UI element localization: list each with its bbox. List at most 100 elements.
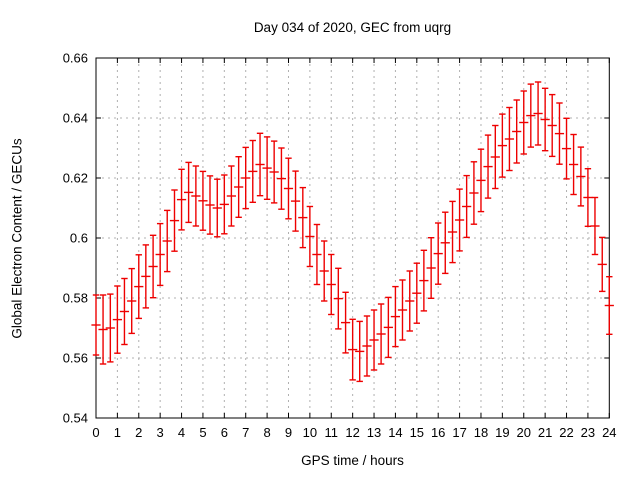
x-tick-label: 21: [538, 425, 552, 440]
error-bar: [476, 148, 486, 213]
error-bar: [590, 196, 600, 256]
error-bar: [255, 132, 265, 197]
error-bar: [333, 267, 343, 330]
error-bar: [561, 117, 572, 180]
x-axis-title: GPS time / hours: [301, 453, 404, 468]
error-bar: [162, 209, 172, 273]
plot-border: [95, 57, 610, 419]
error-bar: [519, 90, 529, 155]
chart-title: Day 034 of 2020, GEC from uqrg: [253, 20, 452, 35]
error-bar: [205, 175, 215, 235]
error-bar: [483, 134, 493, 199]
error-bar: [376, 303, 386, 365]
error-bar: [390, 285, 401, 348]
error-bar: [340, 291, 351, 354]
error-bar: [462, 174, 472, 239]
x-tick-label: 18: [474, 425, 488, 440]
error-bar: [497, 113, 507, 178]
error-bar: [105, 293, 115, 363]
error-bar: [426, 236, 436, 299]
x-tick-label: 19: [495, 425, 509, 440]
error-bar: [155, 222, 165, 287]
y-tick-label: 0.64: [63, 111, 88, 126]
x-tick-label: 2: [135, 425, 142, 440]
y-tick-label: 0.62: [63, 171, 88, 186]
error-bar: [276, 147, 287, 210]
error-bar: [604, 276, 614, 335]
error-bar: [184, 161, 194, 224]
error-bar: [91, 294, 101, 356]
error-bar: [226, 165, 236, 227]
x-tick-label: 9: [285, 425, 292, 440]
error-bar: [98, 294, 108, 365]
error-bar: [283, 157, 294, 220]
error-bar: [305, 205, 315, 268]
error-bar: [447, 200, 458, 264]
error-bar: [119, 277, 130, 346]
error-bar: [405, 270, 415, 332]
error-bar: [533, 81, 543, 146]
error-bar: [355, 320, 365, 383]
error-bar: [540, 87, 550, 152]
y-tick-label: 0.54: [63, 411, 88, 426]
error-bar: [547, 93, 557, 158]
error-bar: [298, 186, 308, 249]
x-tick-label: 14: [388, 425, 402, 440]
error-bar: [319, 240, 329, 302]
x-tick-label: 17: [452, 425, 466, 440]
x-tick-label: 12: [345, 425, 359, 440]
y-tick-label: 0.56: [63, 351, 88, 366]
error-bar: [583, 167, 593, 228]
error-bar: [576, 146, 586, 207]
error-bar: [248, 139, 258, 204]
error-bar: [141, 244, 151, 309]
error-bar: [198, 170, 208, 231]
error-bar: [348, 318, 358, 381]
error-bar: [397, 279, 408, 341]
error-bar: [554, 102, 565, 165]
error-bar: [419, 249, 429, 312]
error-bar: [490, 124, 500, 190]
x-tick-label: 6: [221, 425, 228, 440]
error-bar: [326, 253, 336, 316]
error-bar: [512, 99, 522, 164]
error-bar: [526, 83, 536, 148]
error-bar: [568, 133, 579, 196]
error-bar: [597, 236, 607, 293]
error-bar: [362, 315, 372, 377]
error-bar: [312, 223, 322, 286]
x-tick-label: 11: [325, 425, 339, 440]
error-bar: [383, 296, 393, 359]
x-tick-label: 20: [517, 425, 531, 440]
error-bar: [191, 165, 201, 227]
error-bar: [234, 155, 244, 219]
error-bar: [127, 267, 137, 335]
error-bar: [454, 188, 465, 252]
x-tick-label: 1: [114, 425, 121, 440]
x-tick-label: 13: [367, 425, 381, 440]
x-tick-label: 4: [178, 425, 185, 440]
error-bar: [290, 170, 301, 232]
error-bar: [241, 146, 251, 210]
error-bar: [433, 222, 443, 285]
x-tick-label: 3: [157, 425, 164, 440]
x-tick-label: 22: [559, 425, 573, 440]
error-bar: [212, 178, 222, 238]
error-bar: [148, 234, 158, 299]
error-bar: [169, 189, 180, 252]
error-bar: [369, 309, 379, 371]
error-bar: [269, 140, 279, 204]
x-tick-label: 24: [602, 425, 616, 440]
y-tick-label: 0.6: [70, 231, 88, 246]
x-tick-label: 23: [581, 425, 595, 440]
error-bar: [219, 174, 229, 235]
error-bar: [440, 211, 450, 275]
x-tick-label: 8: [263, 425, 270, 440]
error-bar: [504, 106, 515, 172]
error-bar: [176, 168, 187, 231]
y-axis-title: Global Electron Content / GECUs: [9, 138, 25, 339]
x-tick-label: 10: [303, 425, 317, 440]
y-tick-label: 0.66: [63, 51, 88, 66]
